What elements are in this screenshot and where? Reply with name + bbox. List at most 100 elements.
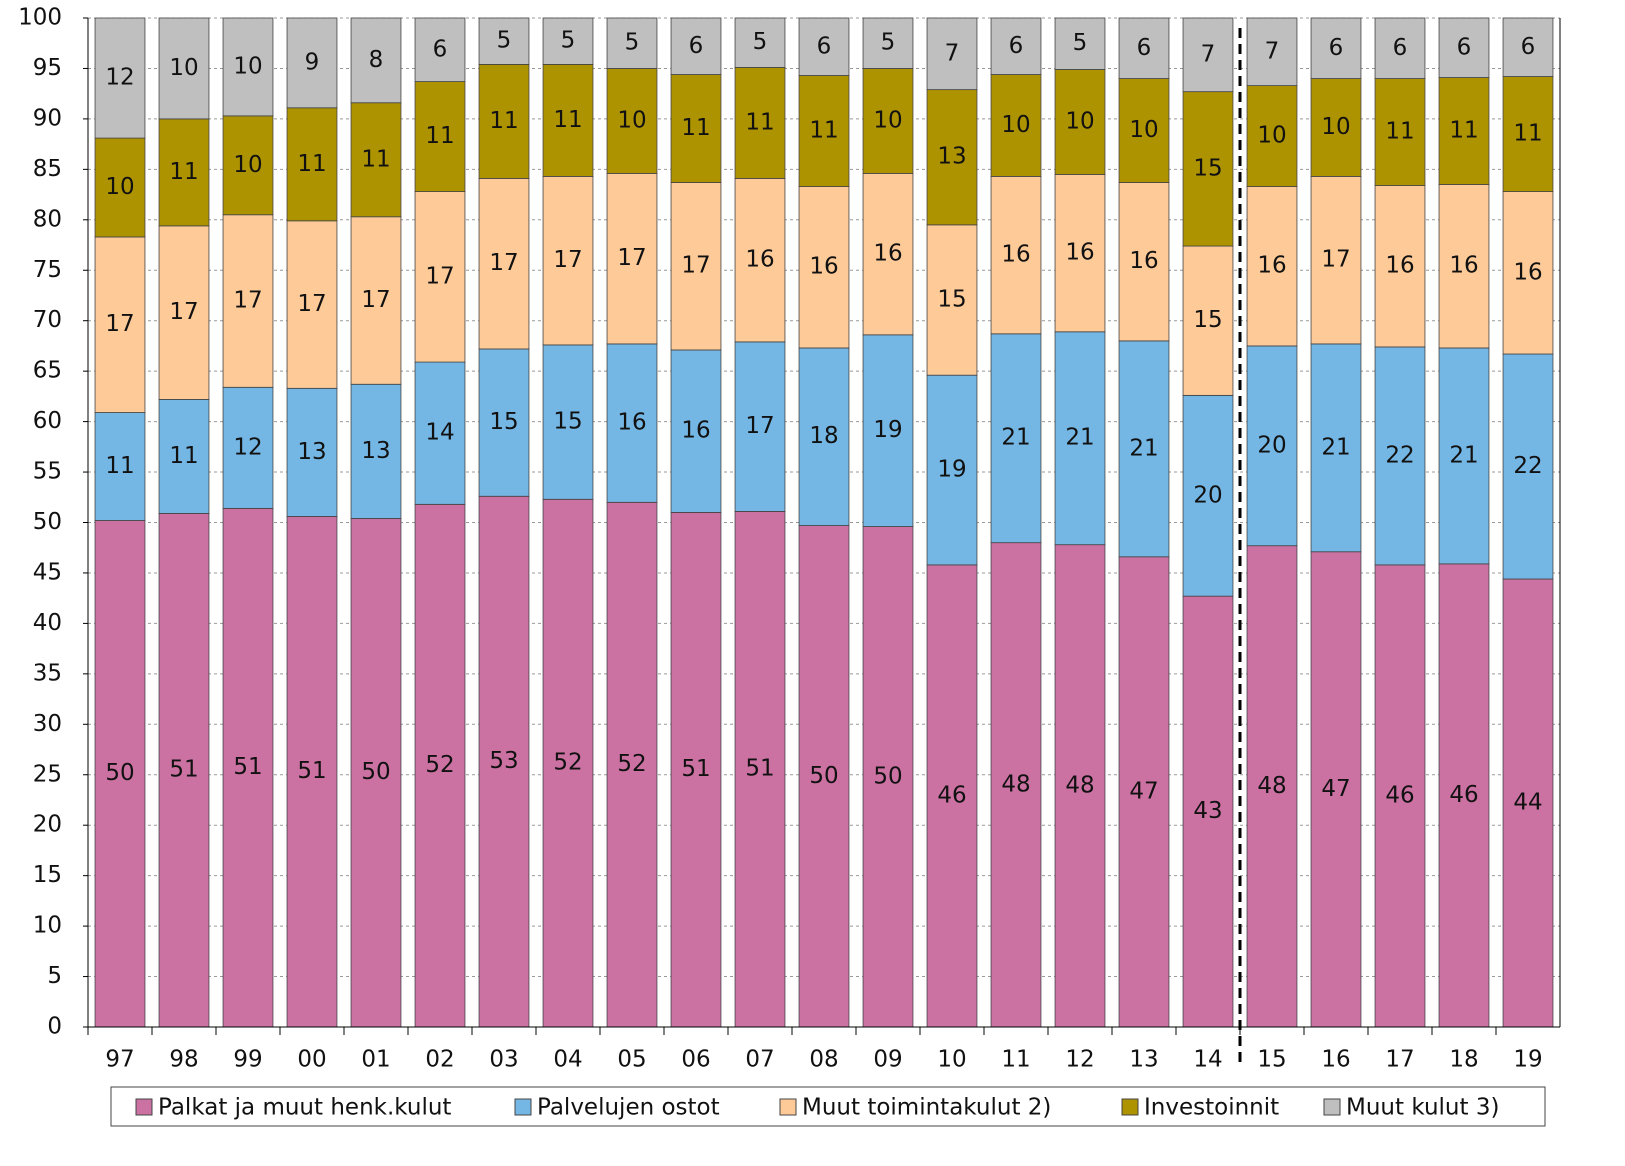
bar-segment — [1310, 551, 1362, 1028]
data-label: 46 — [937, 782, 966, 808]
bar-segment — [670, 512, 722, 1028]
data-label: 11 — [1385, 119, 1414, 145]
data-label: 17 — [361, 287, 390, 313]
data-label: 51 — [297, 758, 326, 784]
data-label: 50 — [809, 763, 838, 789]
bar-segment — [414, 503, 466, 1028]
data-label: 10 — [873, 107, 902, 133]
legend-label: Investoinnit — [1144, 1095, 1279, 1121]
bar-segment — [1438, 77, 1490, 185]
data-label: 52 — [425, 752, 454, 778]
data-label: 21 — [1001, 425, 1030, 451]
bar-segment — [542, 344, 594, 500]
bar-segment — [1246, 17, 1298, 87]
data-label: 11 — [809, 118, 838, 144]
data-label: 7 — [1265, 38, 1280, 64]
bar-segment — [286, 516, 338, 1028]
bar-segment — [798, 75, 850, 187]
legend-swatch — [514, 1098, 532, 1116]
bar-segment — [158, 399, 210, 514]
x-tick-label: 12 — [1065, 1047, 1094, 1073]
data-label: 16 — [1257, 253, 1286, 279]
bar-segment — [1054, 331, 1106, 546]
data-label: 10 — [617, 107, 646, 133]
legend-swatch — [1323, 1098, 1341, 1116]
data-label: 44 — [1513, 790, 1542, 816]
bar-segment — [1438, 17, 1490, 78]
bar-segment — [158, 513, 210, 1028]
data-label: 16 — [617, 410, 646, 436]
bar-segment — [990, 542, 1042, 1028]
data-label: 52 — [617, 751, 646, 777]
y-tick-label: 80 — [33, 206, 62, 232]
data-label: 5 — [881, 30, 896, 56]
data-label: 16 — [809, 254, 838, 280]
bar-segment — [670, 182, 722, 351]
data-label: 16 — [873, 241, 902, 267]
legend-label: Palvelujen ostot — [537, 1095, 720, 1121]
x-tick-label: 13 — [1129, 1047, 1158, 1073]
data-label: 11 — [169, 159, 198, 185]
data-label: 48 — [1001, 771, 1030, 797]
data-label: 16 — [1129, 248, 1158, 274]
bar-segment — [1182, 245, 1234, 396]
data-label: 6 — [817, 33, 832, 59]
data-label: 20 — [1257, 432, 1286, 458]
x-tick-label: 04 — [553, 1047, 582, 1073]
bar-segment — [1310, 176, 1362, 345]
bar-segment — [734, 511, 786, 1028]
data-label: 13 — [361, 438, 390, 464]
x-tick-label: 07 — [745, 1047, 774, 1073]
data-label: 21 — [1449, 442, 1478, 468]
bar-segment — [350, 17, 402, 104]
y-tick-label: 0 — [47, 1014, 62, 1040]
bar-segment — [542, 498, 594, 1028]
y-tick-label: 35 — [33, 660, 62, 686]
bar-segment — [1374, 346, 1426, 566]
bar-segment — [798, 525, 850, 1028]
data-label: 10 — [233, 53, 262, 79]
data-label: 16 — [681, 418, 710, 444]
data-label: 12 — [233, 434, 262, 460]
bar-segment — [478, 348, 530, 497]
bar-segment — [1438, 563, 1490, 1028]
data-label: 18 — [809, 423, 838, 449]
data-label: 22 — [1513, 453, 1542, 479]
data-label: 19 — [937, 457, 966, 483]
data-label: 5 — [497, 28, 512, 54]
bar-segment — [1054, 544, 1106, 1028]
legend-label: Palkat ja muut henk.kulut — [158, 1095, 451, 1121]
data-label: 43 — [1193, 798, 1222, 824]
data-label: 17 — [745, 413, 774, 439]
data-label: 50 — [361, 759, 390, 785]
bar-segment — [478, 178, 530, 350]
bar-segment — [926, 564, 978, 1028]
data-label: 10 — [233, 152, 262, 178]
bar-segment — [1502, 191, 1554, 355]
bar-segment — [222, 17, 274, 117]
x-tick-label: 10 — [937, 1047, 966, 1073]
bar-segment — [414, 17, 466, 82]
data-label: 5 — [1073, 30, 1088, 56]
bar-segment — [1374, 78, 1426, 186]
bar-segment — [734, 17, 786, 68]
data-label: 6 — [433, 36, 448, 62]
x-tick-label: 05 — [617, 1047, 646, 1073]
data-label: 5 — [561, 28, 576, 54]
bar-segment — [862, 334, 914, 527]
data-label: 17 — [233, 288, 262, 314]
bar-segment — [606, 343, 658, 503]
data-label: 6 — [1457, 34, 1472, 60]
data-label: 21 — [1321, 434, 1350, 460]
bar-segment — [734, 341, 786, 512]
data-label: 5 — [625, 30, 640, 56]
bar-segment — [926, 89, 978, 226]
x-tick-label: 98 — [169, 1047, 198, 1073]
bar-segment — [1182, 394, 1234, 597]
data-label: 6 — [1393, 35, 1408, 61]
data-label: 17 — [169, 299, 198, 325]
bar-segment — [1118, 182, 1170, 342]
data-label: 11 — [1449, 118, 1478, 144]
data-label: 47 — [1321, 776, 1350, 802]
y-tick-label: 40 — [33, 610, 62, 636]
